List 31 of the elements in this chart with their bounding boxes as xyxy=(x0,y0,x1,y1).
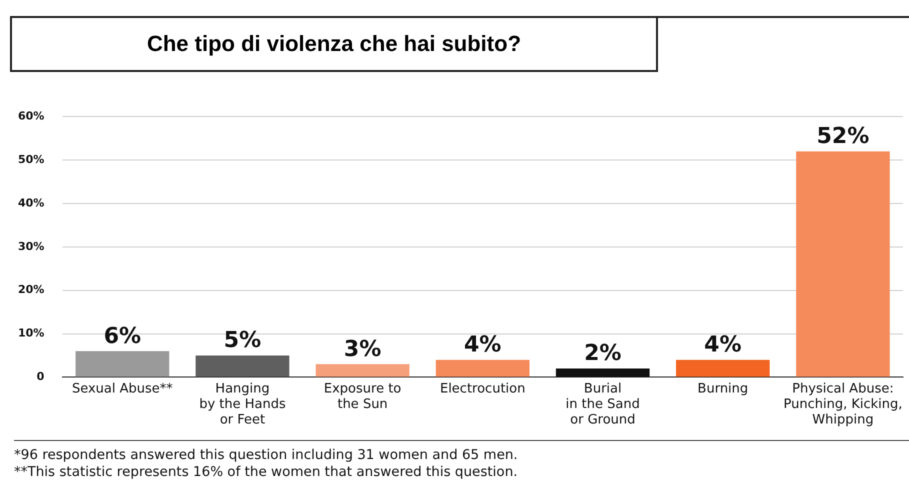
data-label: 3% xyxy=(344,336,382,362)
chart-title: Che tipo di violenza che hai subito? xyxy=(10,16,658,72)
bar xyxy=(316,364,410,377)
bar xyxy=(556,368,650,377)
x-tick-label: Physical Abuse: Punching, Kicking, Whipping xyxy=(784,381,902,428)
x-tick-label: Sexual Abuse** xyxy=(72,381,174,396)
y-tick-label: 0 xyxy=(36,370,45,384)
bar xyxy=(796,151,890,377)
text: *96 respondents answered this question including 31 women and 65 men. xyxy=(14,447,519,464)
data-label: 5% xyxy=(224,328,262,354)
text: **This statistic represents 16% of the women that answered this question. xyxy=(14,464,519,481)
y-tick-label: 10% xyxy=(18,326,44,340)
x-tick-label: Burning xyxy=(698,381,748,396)
x-tick-label: Hanging by the Hands or Feet xyxy=(199,381,286,428)
y-tick-label: 20% xyxy=(18,283,44,296)
x-tick-label: Electrocution xyxy=(440,381,526,396)
data-label: 4% xyxy=(704,332,742,358)
bar xyxy=(676,360,770,377)
data-label: 52% xyxy=(816,124,870,150)
x-tick-label: Exposure to the Sun xyxy=(324,381,402,412)
y-tick-label: 40% xyxy=(18,196,44,210)
y-tick-label: 60% xyxy=(18,109,44,122)
data-label: 6% xyxy=(104,324,142,349)
y-tick-label: 50% xyxy=(18,152,44,166)
data-label: 2% xyxy=(584,341,622,366)
bar xyxy=(76,351,170,377)
y-tick-label: 30% xyxy=(18,240,44,253)
bar xyxy=(436,360,530,377)
bar xyxy=(196,355,290,377)
data-label: 4% xyxy=(464,332,502,358)
x-tick-label: Burial in the Sand or Ground xyxy=(566,381,640,428)
